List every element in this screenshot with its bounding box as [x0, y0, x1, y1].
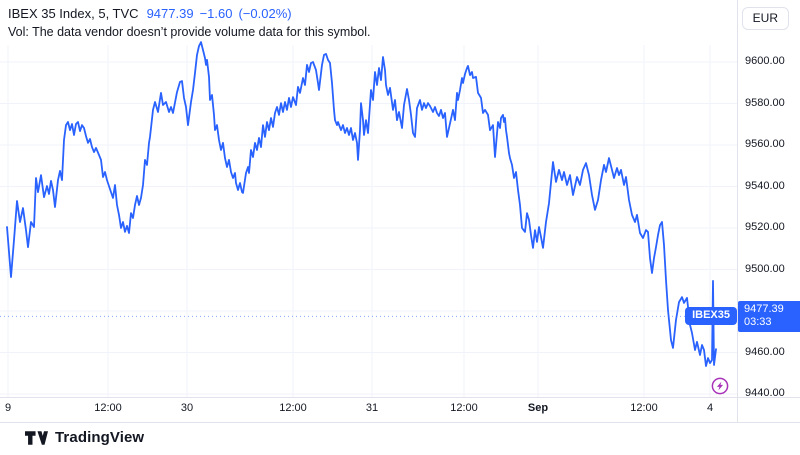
x-axis-label: 12:00 — [630, 402, 658, 414]
x-axis-label: 12:00 — [450, 402, 478, 414]
x-axis-label: Sep — [527, 402, 549, 414]
x-axis-label: 12:00 — [279, 402, 307, 414]
price-axis-label-value: 9477.39 — [744, 303, 784, 316]
session-status-icon[interactable] — [711, 377, 729, 395]
currency-button[interactable]: EUR — [741, 7, 789, 30]
tradingview-mark-icon — [25, 430, 48, 445]
x-axis-label: 4 — [706, 402, 714, 414]
x-axis[interactable]: 9 12:00 30 12:00 31 12:00 Sep 12:00 4 — [0, 0, 737, 455]
y-axis-label: 9580.00 — [745, 96, 785, 109]
y-axis-label: 9560.00 — [745, 138, 785, 150]
y-axis-label: 9540.00 — [745, 179, 785, 192]
x-axis-label: 30 — [180, 402, 194, 414]
price-change-percent: (−0.02%) — [238, 6, 292, 21]
x-axis-label: 31 — [365, 402, 379, 414]
series-badge: IBEX35 — [685, 307, 737, 326]
y-axis-label: 9600.00 — [745, 55, 785, 67]
quote-values: 9477.39 −1.60 (−0.02%) — [147, 6, 298, 21]
tradingview-logo[interactable]: TradingView — [25, 429, 144, 446]
last-price: 9477.39 — [146, 6, 194, 21]
y-axis-label: 9460.00 — [745, 345, 785, 358]
volume-note: Vol: The data vendor doesn’t provide vol… — [8, 25, 371, 39]
tradingview-logo-text: TradingView — [55, 429, 145, 446]
chart-header: IBEX 35 Index, 5, TVC 9477.39 −1.60 (−0.02%… — [8, 6, 370, 39]
y-axis-label: 9500.00 — [745, 262, 785, 275]
x-axis-label: 9 — [4, 402, 12, 414]
symbol-title: IBEX 35 Index, 5, TVC — [8, 6, 139, 21]
y-axis-label: 9440.00 — [745, 387, 785, 399]
x-axis-label: 12:00 — [94, 402, 122, 414]
y-axis[interactable]: 9600.00 9580.00 9560.00 9540.00 9520.00 9500.… — [737, 0, 800, 425]
y-axis-label: 9520.00 — [745, 221, 785, 233]
price-axis-label: 9477.39 03:33 — [738, 301, 800, 333]
lightning-bolt-icon — [716, 381, 724, 391]
symbol-row: IBEX 35 Index, 5, TVC 9477.39 −1.60 (−0.02%… — [8, 6, 370, 21]
session-status-circle — [711, 377, 729, 395]
price-axis-label-time: 03:33 — [744, 316, 772, 329]
price-change: −1.60 — [199, 6, 233, 21]
